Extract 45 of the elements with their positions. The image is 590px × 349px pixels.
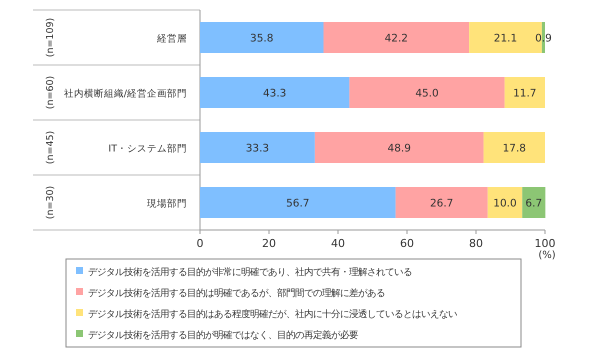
bar xyxy=(200,187,396,218)
x-tick-label: 60 xyxy=(400,237,414,250)
bar xyxy=(396,187,488,218)
data-label: 33.3 xyxy=(246,142,270,154)
y-tick-label: IT・システム部門 xyxy=(108,142,187,154)
bar xyxy=(504,77,545,108)
bar xyxy=(324,22,470,53)
data-label: 11.7 xyxy=(513,88,537,100)
bar xyxy=(522,187,546,218)
data-label: 10.0 xyxy=(493,198,517,210)
bar xyxy=(200,22,324,53)
legend-label: デジタル技術を活用する目的が明確ではなく、目的の再定義が必要 xyxy=(88,330,358,341)
bar xyxy=(349,77,505,108)
data-label: 56.7 xyxy=(286,198,310,210)
data-label: 43.3 xyxy=(262,88,286,100)
x-tick-label: 20 xyxy=(262,237,276,250)
bar xyxy=(488,187,522,218)
bar xyxy=(200,132,315,163)
data-label: 42.2 xyxy=(384,32,408,44)
legend-label: デジタル技術を活用する目的はある程度明確だが、社内に十分に浸透しているとはいえない xyxy=(88,309,457,320)
data-label: 48.9 xyxy=(388,142,411,154)
x-tick-label: 100 xyxy=(534,237,556,250)
bar xyxy=(200,77,350,108)
text: (n=109) xyxy=(45,18,56,58)
y-tick-label: 現場部門 xyxy=(147,198,187,210)
y-tick-label: 社内横断組織/経営企画部門 xyxy=(64,88,187,100)
y-tick-label: 経営層 xyxy=(156,32,187,44)
data-label: 45.0 xyxy=(415,88,439,100)
legend-label: デジタル技術を活用する目的が非常に明確であり、社内で共有・理解されている xyxy=(88,267,412,278)
legend-label: デジタル技術を活用する目的は明確であるが、部門間での理解に差がある xyxy=(88,288,385,299)
data-label: 6.7 xyxy=(525,198,542,210)
data-label: 26.7 xyxy=(430,198,454,210)
x-tick-label: 80 xyxy=(469,237,483,250)
data-label: 17.8 xyxy=(502,142,526,154)
x-tick-label: 40 xyxy=(331,237,345,250)
bar xyxy=(314,132,484,163)
x-tick-label: 0 xyxy=(196,237,204,250)
data-label: 35.8 xyxy=(250,32,274,44)
bar xyxy=(484,132,545,163)
data-label: 21.1 xyxy=(494,32,518,44)
text: (n=45) xyxy=(45,130,56,164)
data-label: 0.9 xyxy=(535,32,552,44)
text: (n=30) xyxy=(45,186,56,220)
text: (n=60) xyxy=(45,76,56,110)
x-axis-title: (%) xyxy=(538,250,556,261)
